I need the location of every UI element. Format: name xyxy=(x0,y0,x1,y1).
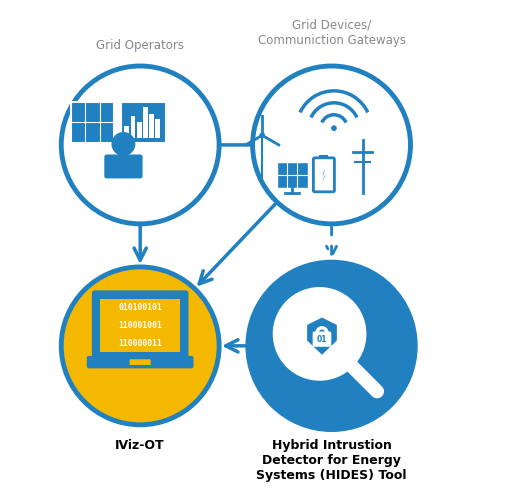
Circle shape xyxy=(274,288,364,379)
FancyBboxPatch shape xyxy=(129,359,150,365)
Text: Grid Devices/
Communiction Gateways: Grid Devices/ Communiction Gateways xyxy=(257,19,405,47)
FancyBboxPatch shape xyxy=(92,290,188,361)
Text: 110000011: 110000011 xyxy=(118,339,162,348)
FancyBboxPatch shape xyxy=(87,356,193,369)
Bar xyxy=(130,116,135,138)
FancyBboxPatch shape xyxy=(71,102,114,143)
Polygon shape xyxy=(321,167,325,183)
Text: 010100101: 010100101 xyxy=(118,303,162,312)
Bar xyxy=(136,123,142,138)
Text: 110001001: 110001001 xyxy=(118,321,162,330)
FancyBboxPatch shape xyxy=(276,162,307,188)
Polygon shape xyxy=(305,316,337,357)
Text: Grid Operators: Grid Operators xyxy=(96,39,184,52)
Circle shape xyxy=(247,262,414,430)
Text: 01: 01 xyxy=(316,335,327,344)
Circle shape xyxy=(61,267,219,425)
Circle shape xyxy=(252,66,410,224)
Text: Hybrid Intrustion
Detector for Energy
Systems (HIDES) Tool: Hybrid Intrustion Detector for Energy Sy… xyxy=(256,439,406,482)
Circle shape xyxy=(111,132,135,156)
FancyBboxPatch shape xyxy=(121,102,166,143)
Circle shape xyxy=(330,125,336,131)
Bar xyxy=(124,126,129,138)
Bar xyxy=(155,119,160,138)
Bar xyxy=(149,114,154,138)
FancyBboxPatch shape xyxy=(312,332,331,347)
FancyBboxPatch shape xyxy=(100,299,180,352)
Bar xyxy=(143,107,148,138)
Circle shape xyxy=(61,66,219,224)
FancyBboxPatch shape xyxy=(319,155,328,159)
Text: IViz-OT: IViz-OT xyxy=(115,439,165,452)
FancyBboxPatch shape xyxy=(313,158,334,192)
Circle shape xyxy=(259,132,265,138)
FancyBboxPatch shape xyxy=(104,154,143,179)
